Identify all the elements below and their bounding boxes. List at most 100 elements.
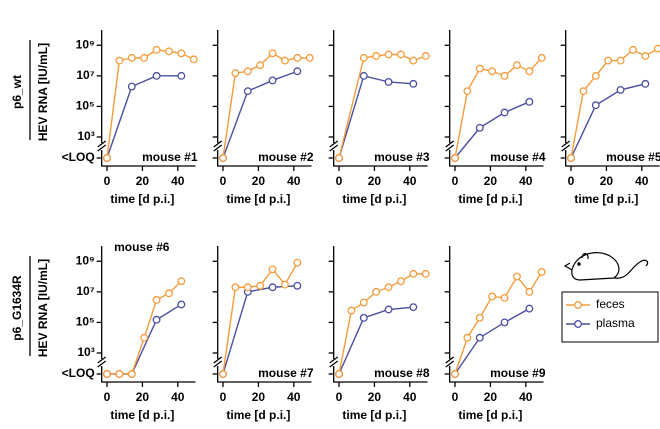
data-point [451, 154, 459, 162]
y-axis-break [329, 356, 339, 368]
data-point [177, 277, 186, 286]
data-point [127, 53, 136, 62]
x-tick-label: 20 [136, 390, 150, 404]
data-point [164, 289, 173, 298]
data-point [305, 53, 314, 62]
data-point [219, 154, 227, 162]
y-tick-label: 10⁵ [76, 99, 95, 113]
series-line [222, 70, 298, 159]
panel-title: mouse #8 [374, 366, 430, 380]
data-point [616, 85, 625, 94]
data-point [629, 45, 637, 54]
x-axis-label: time [d p.i.] [226, 192, 290, 206]
data-point [537, 53, 546, 62]
data-point [164, 47, 173, 56]
x-tick-label: 0 [452, 390, 459, 404]
data-point [397, 50, 405, 59]
data-point [231, 283, 240, 292]
legend-box [561, 291, 659, 343]
x-tick-label: 20 [484, 390, 498, 404]
data-point [256, 281, 265, 290]
data-point [475, 333, 484, 342]
data-point [177, 49, 186, 58]
data-point [152, 315, 161, 324]
data-point [347, 306, 356, 315]
y-axis [333, 366, 428, 383]
data-point [616, 56, 625, 65]
y-tick-label: 10³ [77, 129, 94, 143]
data-point [219, 370, 227, 378]
x-tick-label: 0 [104, 174, 111, 188]
panel-title: mouse #4 [490, 150, 546, 164]
y-tick-label: 10⁹ [76, 253, 95, 267]
series-line [338, 306, 414, 375]
data-point [384, 77, 393, 86]
data-point [189, 55, 198, 64]
series-line [106, 49, 195, 159]
data-point [281, 56, 289, 65]
data-point [525, 97, 534, 106]
data-point [579, 87, 588, 96]
data-point [103, 154, 111, 162]
data-point [127, 370, 136, 378]
data-point [488, 67, 497, 76]
mouse-icon [563, 252, 649, 281]
x-axis-label: time [d p.i.] [574, 192, 638, 206]
data-point [384, 50, 393, 59]
series-line [454, 101, 530, 159]
data-point [243, 87, 252, 96]
data-point [567, 154, 575, 162]
data-point [500, 293, 509, 302]
panel-title: mouse #1 [142, 150, 198, 164]
y-axis [217, 366, 312, 383]
data-point [421, 52, 430, 60]
data-point [488, 292, 497, 301]
x-tick-label: 40 [519, 174, 533, 188]
series-line [454, 308, 530, 375]
x-tick-label: 0 [336, 174, 343, 188]
data-point [500, 71, 509, 80]
x-tick-label: 20 [368, 174, 382, 188]
x-tick-label: 0 [568, 174, 575, 188]
series-line [338, 273, 426, 375]
x-axis-label: time [d p.i.] [110, 192, 174, 206]
y-axis [449, 366, 544, 383]
data-point [152, 45, 161, 54]
series-line [106, 75, 182, 159]
legend-marker [574, 320, 582, 328]
legend-label: feces [596, 297, 625, 311]
x-tick-label: 40 [519, 390, 533, 404]
data-point [409, 303, 418, 312]
y-axis-break [445, 356, 455, 368]
y-axis-break [561, 140, 571, 152]
data-point [293, 281, 302, 290]
data-point [475, 313, 484, 322]
y-axis [101, 150, 196, 167]
x-tick-label: 0 [452, 174, 459, 188]
panel-title: mouse #2 [258, 150, 314, 164]
data-point [359, 53, 368, 62]
x-tick-label: 40 [171, 390, 185, 404]
data-point [525, 67, 534, 76]
x-tick-label: 20 [600, 174, 614, 188]
series-line [222, 262, 298, 375]
data-point [268, 76, 277, 85]
data-point [591, 71, 600, 80]
data-point [268, 265, 277, 274]
y-tick-label: 10³ [77, 345, 94, 359]
x-tick-label: 40 [287, 390, 301, 404]
data-point [152, 295, 161, 304]
row-label: p6_G1634R [10, 275, 24, 341]
data-point [451, 370, 459, 378]
panel-title: mouse #7 [258, 366, 314, 380]
x-tick-label: 40 [171, 174, 185, 188]
series-line [454, 271, 543, 375]
y-axis-break [445, 140, 455, 152]
data-point [293, 258, 302, 267]
x-tick-label: 0 [220, 390, 227, 404]
data-point [641, 79, 650, 88]
y-axis [565, 150, 660, 167]
panel-title: mouse #9 [490, 366, 546, 380]
data-point [475, 123, 484, 132]
